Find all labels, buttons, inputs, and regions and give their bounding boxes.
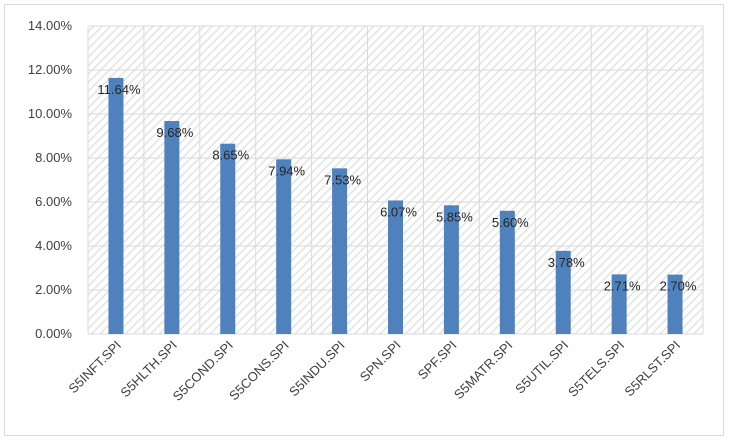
- bar[interactable]: [276, 159, 292, 334]
- data-label: 5.60%: [492, 215, 529, 230]
- bar[interactable]: [164, 121, 180, 334]
- x-tick-label: S5UTIL.SPI: [512, 338, 571, 397]
- bar[interactable]: [555, 250, 571, 334]
- data-label: 5.85%: [436, 209, 473, 224]
- y-tick-label: 4.00%: [35, 238, 72, 253]
- data-label: 9.68%: [156, 125, 193, 140]
- x-tick-label: SPF.SPI: [415, 338, 460, 383]
- y-tick-label: 6.00%: [35, 194, 72, 209]
- x-tick-label: SPN.SPI: [357, 338, 404, 385]
- y-tick-label: 2.00%: [35, 282, 72, 297]
- data-labels: 11.64% 9.68% 8.65% 7.94% 7.53% 6.07% 5.85% 5.60…: [97, 82, 697, 294]
- data-label: 2.70%: [660, 279, 697, 294]
- x-tick-label: S5CONS.SPI: [226, 338, 292, 404]
- bar[interactable]: [332, 168, 348, 334]
- data-label: 6.07%: [380, 204, 417, 219]
- data-label: 7.94%: [268, 163, 305, 178]
- data-label: 8.65%: [212, 148, 249, 163]
- bar[interactable]: [499, 210, 515, 334]
- bar[interactable]: [220, 143, 236, 334]
- data-label: 7.53%: [324, 172, 361, 187]
- y-axis: 0.00% 2.00% 4.00% 6.00% 8.00% 10.00% 12.00% 14.…: [28, 18, 73, 341]
- x-tick-label: S5TELS.SPI: [565, 338, 627, 400]
- bar[interactable]: [388, 200, 403, 334]
- bar[interactable]: [443, 205, 459, 334]
- data-label: 2.71%: [604, 278, 641, 293]
- x-tick-label: S5INDU.SPI: [286, 338, 348, 400]
- y-tick-label: 12.00%: [28, 62, 73, 77]
- data-label: 3.78%: [548, 255, 585, 270]
- y-tick-label: 8.00%: [35, 150, 72, 165]
- x-tick-label: S5HLTH.SPI: [117, 338, 180, 401]
- x-tick-label: S5RLST.SPI: [621, 338, 683, 400]
- data-label: 11.64%: [97, 82, 141, 97]
- y-tick-label: 0.00%: [35, 326, 72, 341]
- bar[interactable]: [667, 274, 683, 334]
- bar[interactable]: [611, 274, 627, 334]
- x-tick-label: S5MATR.SPI: [451, 338, 516, 403]
- bar[interactable]: [108, 77, 124, 335]
- x-tick-label: S5INFT.SPI: [65, 338, 124, 397]
- y-tick-label: 10.00%: [28, 106, 73, 121]
- y-tick-label: 14.00%: [28, 18, 73, 33]
- bars: [108, 77, 683, 335]
- x-axis: S5INFT.SPIS5HLTH.SPIS5COND.SPIS5CONS.SPI…: [65, 338, 683, 404]
